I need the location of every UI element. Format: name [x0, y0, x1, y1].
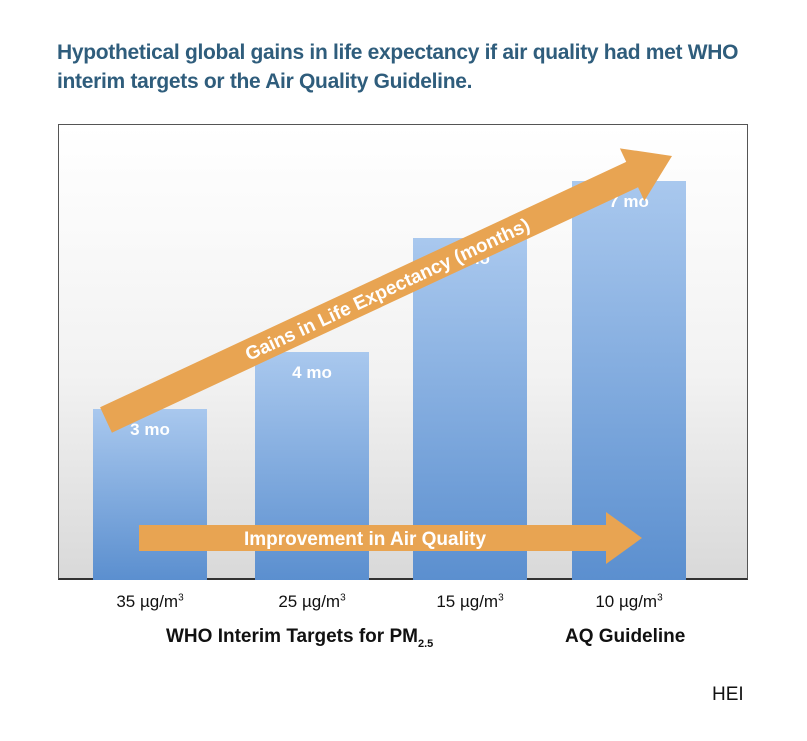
- bar: [413, 238, 527, 580]
- life-expectancy-arrow: [100, 148, 673, 433]
- bar-data-label: 4 mo: [292, 363, 332, 382]
- x-tick-label: 10 µg/m3: [595, 592, 663, 611]
- chart-title: Hypothetical global gains in life expect…: [57, 41, 739, 93]
- bar: [572, 181, 686, 580]
- x-tick-label: 15 µg/m3: [436, 592, 504, 611]
- air-quality-arrow-label: Improvement in Air Quality: [244, 529, 487, 550]
- air-quality-arrow: [139, 512, 642, 564]
- x-tick-label: 25 µg/m3: [278, 592, 346, 611]
- bar-data-label: 3 mo: [130, 420, 170, 439]
- x-tick-label: 35 µg/m3: [116, 592, 184, 611]
- bar: [93, 409, 207, 580]
- source-credit: HEI: [712, 684, 744, 705]
- aq-guideline-label: AQ Guideline: [565, 626, 686, 647]
- bar-data-label: 7 mo: [609, 192, 649, 211]
- who-interim-targets-label: WHO Interim Targets for PM2.5: [166, 626, 434, 650]
